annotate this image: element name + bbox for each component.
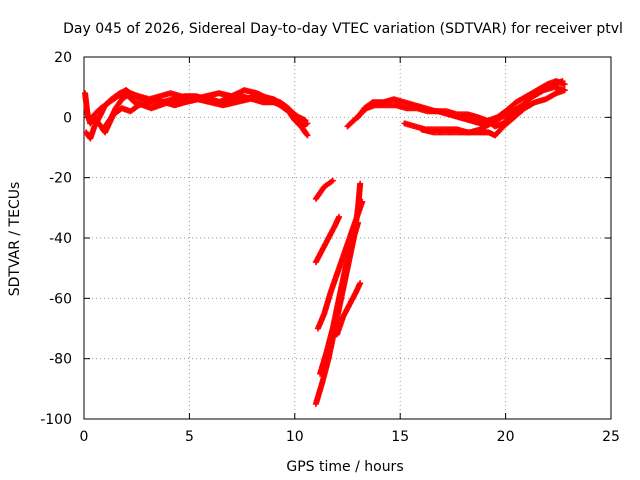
- x-tick-label: 25: [602, 429, 620, 445]
- data-point: [359, 198, 366, 205]
- data-point: [357, 280, 364, 287]
- y-tick-label: -100: [40, 412, 72, 428]
- x-tick-label: 0: [80, 429, 89, 445]
- y-tick-label: -20: [49, 171, 72, 187]
- chart-title: Day 045 of 2026, Sidereal Day-to-day VTE…: [63, 21, 623, 37]
- x-tick-label: 10: [286, 429, 304, 445]
- x-axis-label: GPS time / hours: [286, 459, 403, 475]
- y-tick-label: -60: [49, 291, 72, 307]
- x-tick-label: 15: [391, 429, 409, 445]
- data-point: [304, 132, 311, 139]
- series-track: [99, 90, 311, 139]
- y-tick-label: 0: [63, 110, 72, 126]
- y-axis: -100 -80 -60 -40 -20 0 20: [40, 50, 611, 428]
- data-point: [561, 87, 568, 94]
- data-point: [559, 78, 566, 85]
- y-tick-label: 20: [54, 50, 72, 66]
- series-track: [312, 213, 343, 266]
- series-track: [333, 280, 364, 338]
- series-track: [314, 198, 366, 332]
- data-point: [304, 120, 311, 127]
- series-track: [418, 78, 566, 136]
- y-axis-label: SDTVAR / TECUs: [7, 182, 23, 297]
- data-point: [357, 180, 364, 187]
- data-point: [561, 81, 568, 88]
- data-series: [82, 78, 568, 407]
- y-tick-label: -40: [49, 231, 72, 247]
- x-tick-label: 5: [185, 429, 194, 445]
- data-point: [329, 177, 336, 184]
- y-tick-label: -80: [49, 352, 72, 368]
- x-axis: 0 5 10 15 20 25: [80, 57, 620, 445]
- series-track: [312, 177, 336, 202]
- x-tick-label: 20: [497, 429, 515, 445]
- data-point: [336, 213, 343, 220]
